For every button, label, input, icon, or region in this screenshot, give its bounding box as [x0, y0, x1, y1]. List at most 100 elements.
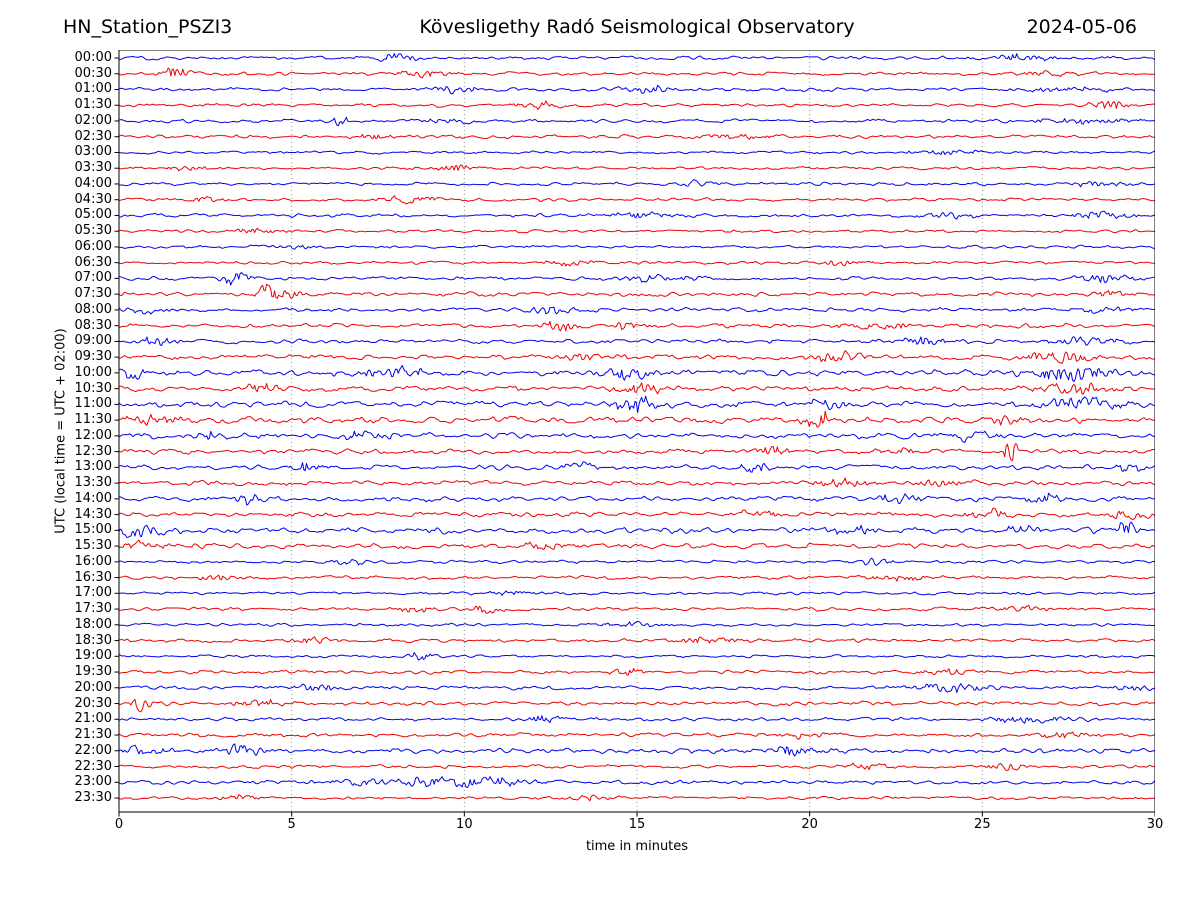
y-tick-label: 01:30 [74, 97, 112, 113]
trace-16:30 [118, 574, 1155, 582]
trace-11:00 [118, 395, 1155, 414]
trace-10:00 [118, 365, 1155, 382]
y-tick-label: 05:30 [74, 223, 112, 239]
trace-03:00 [118, 149, 1155, 156]
trace-07:30 [118, 283, 1155, 299]
y-tick-label: 05:00 [74, 207, 112, 223]
trace-18:30 [118, 636, 1155, 644]
trace-18:00 [118, 620, 1155, 628]
y-tick-label: 01:00 [74, 81, 112, 97]
trace-06:00 [118, 244, 1155, 250]
x-axis-label: time in minutes [585, 839, 689, 854]
y-tick-label: 13:30 [74, 475, 112, 491]
trace-08:00 [118, 306, 1155, 315]
trace-15:00 [118, 521, 1155, 538]
y-tick-label: 21:00 [74, 711, 112, 727]
trace-21:30 [118, 731, 1155, 740]
trace-08:30 [118, 321, 1155, 332]
trace-14:00 [118, 492, 1155, 506]
trace-05:30 [118, 227, 1155, 234]
trace-10:30 [118, 382, 1155, 395]
y-tick-label: 09:30 [74, 349, 112, 365]
y-tick-label: 19:30 [74, 664, 112, 680]
y-tick-label: 13:00 [74, 459, 112, 475]
y-tick-label: 03:00 [74, 144, 112, 160]
trace-15:30 [118, 539, 1155, 550]
y-tick-label: 00:30 [74, 65, 112, 81]
observatory-title: Kövesligethy Radó Seismological Observat… [419, 16, 855, 38]
trace-14:30 [118, 507, 1155, 521]
trace-20:00 [118, 683, 1155, 693]
y-tick-label: 19:00 [74, 648, 112, 664]
y-tick-label: 16:00 [74, 553, 112, 569]
trace-13:00 [118, 461, 1155, 473]
trace-16:00 [118, 557, 1155, 566]
trace-19:00 [118, 652, 1155, 661]
y-tick-label: 17:30 [74, 601, 112, 617]
trace-23:00 [118, 776, 1155, 788]
trace-01:30 [118, 100, 1155, 111]
trace-21:00 [118, 715, 1155, 724]
date-title: 2024-05-06 [1026, 16, 1137, 38]
y-tick-label: 23:00 [74, 774, 112, 790]
trace-22:00 [118, 743, 1155, 757]
trace-09:30 [118, 350, 1155, 364]
y-tick-label: 10:00 [74, 364, 112, 380]
trace-23:30 [118, 794, 1155, 802]
y-tick-label: 18:30 [74, 632, 112, 648]
y-tick-label: 10:30 [74, 380, 112, 396]
y-tick-label: 11:30 [74, 412, 112, 428]
trace-01:00 [118, 84, 1155, 95]
y-tick-label: 02:00 [74, 112, 112, 128]
trace-09:00 [118, 336, 1155, 346]
trace-00:00 [118, 53, 1155, 62]
x-tick-label: 5 [287, 817, 296, 832]
trace-12:30 [118, 443, 1155, 461]
y-tick-label: 04:30 [74, 191, 112, 207]
y-tick-label: 21:30 [74, 727, 112, 743]
trace-12:00 [118, 430, 1155, 443]
y-tick-label: 17:00 [74, 585, 112, 601]
trace-06:30 [118, 260, 1155, 267]
y-tick-label: 11:00 [74, 396, 112, 412]
y-tick-label: 07:30 [74, 286, 112, 302]
trace-22:30 [118, 762, 1155, 771]
y-tick-label: 07:00 [74, 270, 112, 286]
trace-00:30 [118, 67, 1155, 79]
trace-13:30 [118, 477, 1155, 488]
y-tick-label: 12:30 [74, 443, 112, 459]
x-tick-label: 15 [628, 817, 646, 832]
y-tick-label: 14:00 [74, 490, 112, 506]
y-tick-label: 18:00 [74, 616, 112, 632]
y-tick-label: 08:00 [74, 301, 112, 317]
y-tick-label: 20:30 [74, 695, 112, 711]
station-title: HN_Station_PSZI3 [63, 16, 233, 38]
x-tick-label: 20 [801, 817, 818, 832]
y-tick-label: 08:30 [74, 317, 112, 333]
trace-07:00 [118, 272, 1155, 286]
x-tick-label: 25 [974, 817, 991, 832]
trace-02:00 [118, 116, 1155, 127]
trace-19:30 [118, 668, 1155, 676]
trace-02:30 [118, 133, 1155, 140]
y-tick-label: 09:00 [74, 333, 112, 349]
trace-04:30 [118, 195, 1155, 205]
seismogram-plot [114, 50, 1155, 817]
trace-03:30 [118, 164, 1155, 172]
trace-20:30 [118, 698, 1155, 713]
y-tick-label: 22:00 [74, 742, 112, 758]
y-tick-label: 16:30 [74, 569, 112, 585]
y-tick-label: 14:30 [74, 506, 112, 522]
trace-17:00 [118, 590, 1155, 596]
y-tick-label: 20:00 [74, 679, 112, 695]
trace-04:00 [118, 179, 1155, 188]
y-tick-label: 15:00 [74, 522, 112, 538]
y-tick-label: 02:30 [74, 128, 112, 144]
x-tick-label: 0 [114, 817, 124, 832]
y-tick-label: 23:30 [74, 790, 112, 805]
trace-05:00 [118, 210, 1155, 220]
x-tick-label: 30 [1146, 817, 1164, 832]
trace-11:30 [118, 410, 1155, 428]
y-tick-label: 03:30 [74, 160, 112, 176]
